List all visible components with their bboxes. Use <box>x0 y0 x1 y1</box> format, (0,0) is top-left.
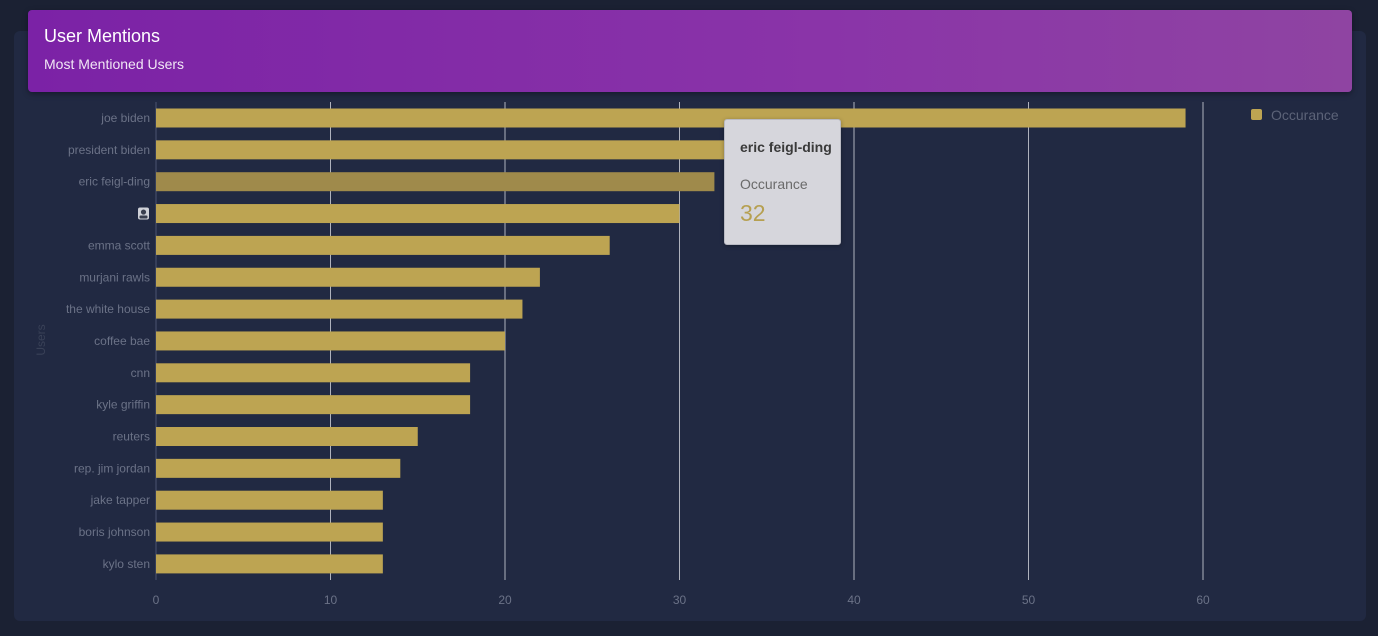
bar[interactable] <box>156 554 383 574</box>
y-tick-label: kyle griffin <box>96 398 150 412</box>
x-tick-label: 10 <box>324 593 338 607</box>
bar[interactable] <box>156 235 610 255</box>
card-header: User Mentions Most Mentioned Users <box>28 10 1352 92</box>
y-tick-label: president biden <box>68 143 150 157</box>
y-tick-label: jake tapper <box>90 493 150 507</box>
x-tick-label: 30 <box>673 593 687 607</box>
card-subtitle: Most Mentioned Users <box>44 56 185 72</box>
y-tick-label: joe biden <box>100 111 150 125</box>
bar[interactable] <box>156 490 383 510</box>
bar[interactable] <box>156 522 383 542</box>
x-tick-label: 60 <box>1196 593 1210 607</box>
y-tick-label: boris johnson <box>79 525 150 539</box>
bar[interactable] <box>156 427 418 446</box>
y-tick-label: kylo sten <box>103 557 150 571</box>
legend-swatch <box>1251 109 1262 120</box>
y-tick-label: reuters <box>113 430 150 444</box>
x-tick-label: 50 <box>1022 593 1036 607</box>
y-tick-label: cnn <box>131 366 150 380</box>
x-tick-label: 0 <box>153 593 160 607</box>
bar[interactable] <box>156 299 523 319</box>
y-tick-label: coffee bae <box>94 334 150 348</box>
y-tick-label: emma scott <box>88 238 151 252</box>
bar[interactable] <box>156 172 715 192</box>
chart-tooltip: eric feigl-ding Occurance 32 <box>724 119 841 245</box>
bar[interactable] <box>156 108 1186 128</box>
y-tick-label: the white house <box>66 302 150 316</box>
x-tick-label: 20 <box>498 593 512 607</box>
y-tick-label: murjani rawls <box>79 270 150 284</box>
bar[interactable] <box>156 395 471 415</box>
bar[interactable] <box>156 267 540 287</box>
tooltip-value: 32 <box>740 200 766 226</box>
tooltip-series-label: Occurance <box>740 176 808 192</box>
bar[interactable] <box>156 458 401 478</box>
tooltip-title: eric feigl-ding <box>740 139 832 155</box>
bar[interactable] <box>156 204 680 224</box>
bar[interactable] <box>156 363 471 383</box>
y-tick-label: rep. jim jordan <box>74 461 150 475</box>
y-tick-label: eric feigl-ding <box>79 175 150 189</box>
card-title: User Mentions <box>44 26 161 46</box>
bar[interactable] <box>156 140 732 160</box>
x-tick-label: 40 <box>847 593 861 607</box>
legend-label[interactable]: Occurance <box>1271 107 1339 123</box>
bar[interactable] <box>156 331 505 351</box>
avatar-icon <box>138 207 149 220</box>
y-axis-title: Users <box>34 324 48 355</box>
